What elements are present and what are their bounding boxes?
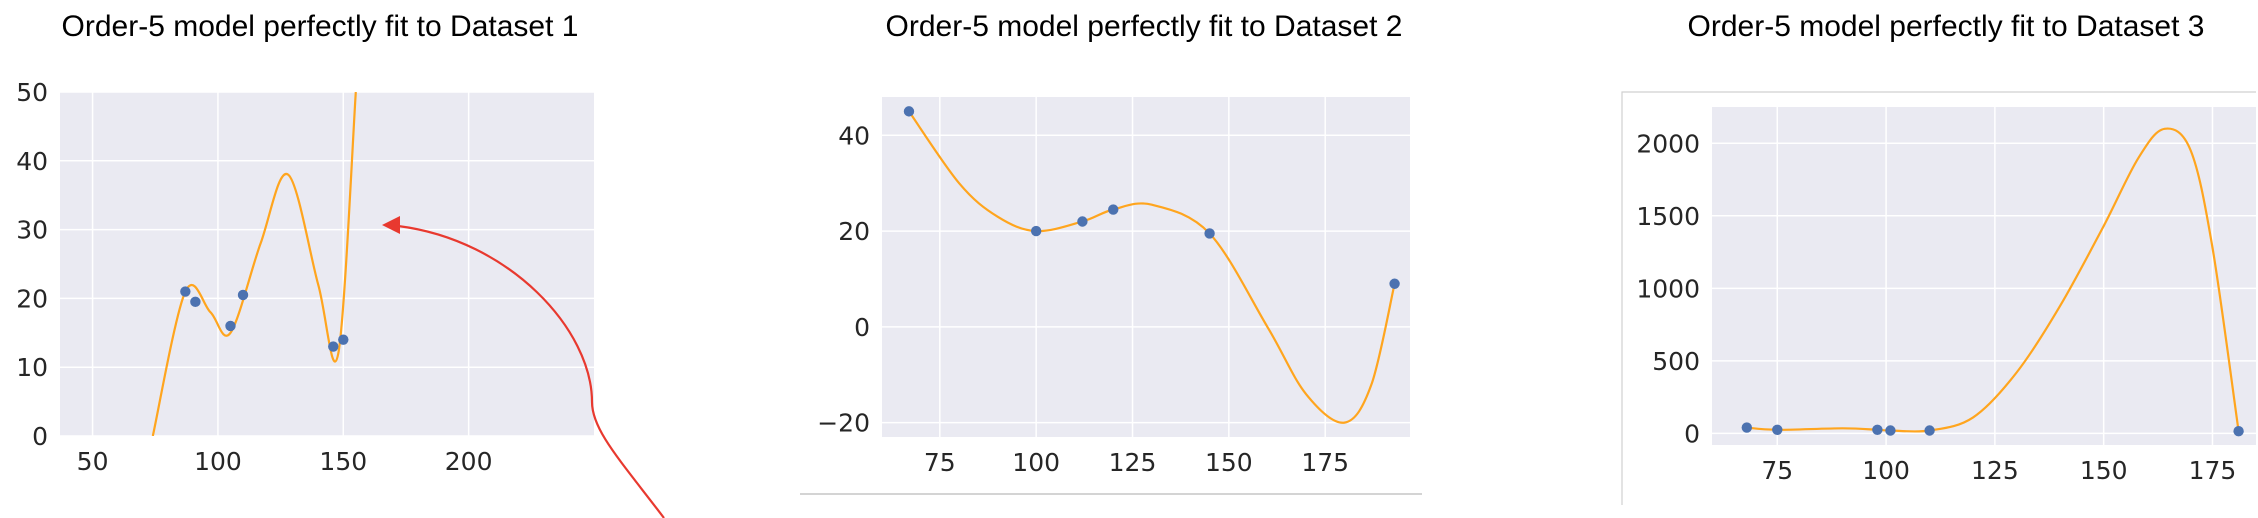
chart-2-data-point bbox=[1077, 216, 1088, 227]
chart-1-y-tick-label: 30 bbox=[16, 216, 48, 245]
arrow-head bbox=[382, 216, 400, 234]
chart-3-data-point bbox=[1772, 424, 1783, 435]
chart-1-title: Order-5 model perfectly fit to Dataset 1 bbox=[62, 10, 579, 43]
chart-1-fit-curve-line bbox=[151, 92, 357, 436]
chart-2-title: Order-5 model perfectly fit to Dataset 2 bbox=[886, 10, 1403, 43]
chart-1-data-point bbox=[328, 341, 339, 352]
chart-2-plot-area bbox=[882, 97, 1410, 437]
chart-1-x-tick-label: 100 bbox=[194, 447, 242, 476]
chart-panel-3: Order-5 model perfectly fit to Dataset 3… bbox=[1621, 10, 2256, 505]
chart-3-data-points bbox=[1741, 422, 2244, 437]
chart-2-y-tick-label: −20 bbox=[817, 409, 870, 438]
chart-panel-2: Order-5 model perfectly fit to Dataset 2… bbox=[800, 10, 1422, 495]
chart-3-data-point bbox=[2233, 426, 2244, 437]
chart-3-x-tick-label: 75 bbox=[1761, 456, 1793, 485]
chart-2-fit-curve-line bbox=[908, 110, 1396, 424]
chart-3-y-tick-label: 500 bbox=[1652, 347, 1700, 376]
chart-1-data-point bbox=[190, 296, 201, 308]
chart-1-y-tick-label: 0 bbox=[32, 422, 48, 451]
chart-1-x-tick-label: 150 bbox=[319, 447, 367, 476]
chart-2-data-points bbox=[903, 106, 1400, 289]
chart-3-x-tick-label: 100 bbox=[1862, 456, 1910, 485]
chart-panel-1: Order-5 model perfectly fit to Dataset 1… bbox=[16, 10, 665, 518]
chart-3-data-point bbox=[1924, 425, 1935, 436]
chart-1-data-point bbox=[180, 286, 191, 297]
chart-2-y-tick-label: 40 bbox=[838, 121, 870, 150]
chart-1-grid bbox=[60, 91, 594, 437]
chart-3-frame bbox=[1621, 91, 2256, 505]
chart-2-data-point bbox=[1389, 278, 1400, 289]
chart-2-data-point bbox=[903, 106, 915, 117]
chart-2-x-tick-label: 150 bbox=[1205, 448, 1253, 477]
chart-1-y-tick-label: 40 bbox=[16, 147, 48, 176]
chart-1-plot-area bbox=[60, 92, 594, 436]
chart-1-fit-curve bbox=[151, 92, 357, 436]
chart-3-title: Order-5 model perfectly fit to Dataset 3 bbox=[1688, 10, 2205, 43]
chart-1-data-point bbox=[225, 320, 236, 332]
chart-3-fit-curve bbox=[1746, 127, 2240, 433]
chart-3-data-point bbox=[1741, 422, 1753, 433]
chart-1-data-points bbox=[180, 286, 349, 352]
chart-1-x-tick-label: 50 bbox=[77, 447, 109, 476]
chart-3-grid bbox=[1712, 107, 2256, 445]
chart-2-y-tick-label: 20 bbox=[838, 217, 870, 246]
chart-3-data-point bbox=[1885, 425, 1896, 436]
arrow-line bbox=[397, 224, 665, 518]
chart-3-fit-curve-line bbox=[1746, 127, 2240, 433]
chart-1-x-tick-label: 200 bbox=[445, 447, 493, 476]
annotation-arrow bbox=[382, 216, 665, 518]
chart-2-data-point bbox=[1204, 228, 1215, 239]
chart-2-y-tick-label: 0 bbox=[854, 313, 870, 342]
chart-2-x-tick-label: 125 bbox=[1109, 448, 1157, 477]
chart-3-y-tick-label: 0 bbox=[1684, 419, 1700, 448]
chart-2-x-tick-label: 175 bbox=[1301, 448, 1349, 477]
chart-2-data-point bbox=[1030, 225, 1042, 237]
chart-2-x-tick-label: 75 bbox=[924, 448, 956, 477]
chart-3-plot-area bbox=[1712, 107, 2256, 445]
chart-2-fit-curve bbox=[908, 110, 1396, 424]
chart-3-y-tick-label: 2000 bbox=[1636, 129, 1700, 158]
chart-3-ticks: 75 100 125 150 175 0 500 1000 1500 2000 bbox=[1636, 129, 2236, 485]
chart-1-y-tick-label: 50 bbox=[16, 78, 48, 107]
chart-3-x-tick-label: 125 bbox=[1971, 456, 2019, 485]
chart-3-x-tick-label: 150 bbox=[2080, 456, 2128, 485]
chart-1-y-tick-label: 20 bbox=[16, 284, 48, 313]
chart-2-x-tick-label: 100 bbox=[1012, 448, 1060, 477]
chart-3-y-tick-label: 1500 bbox=[1636, 202, 1700, 231]
chart-2-data-point bbox=[1108, 204, 1119, 215]
chart-2-grid bbox=[882, 97, 1410, 437]
chart-2-ticks: 75 100 125 150 175 −20 0 20 40 bbox=[817, 121, 1349, 477]
chart-1-data-point bbox=[237, 289, 249, 301]
chart-1-y-tick-label: 10 bbox=[16, 353, 48, 382]
chart-3-data-point bbox=[1872, 424, 1883, 435]
chart-3-x-tick-label: 175 bbox=[2189, 456, 2237, 485]
chart-3-y-tick-label: 1000 bbox=[1636, 274, 1700, 303]
chart-1-data-point bbox=[338, 334, 349, 345]
chart-1-ticks: 50 100 150 200 0 10 20 30 40 50 bbox=[16, 78, 492, 476]
